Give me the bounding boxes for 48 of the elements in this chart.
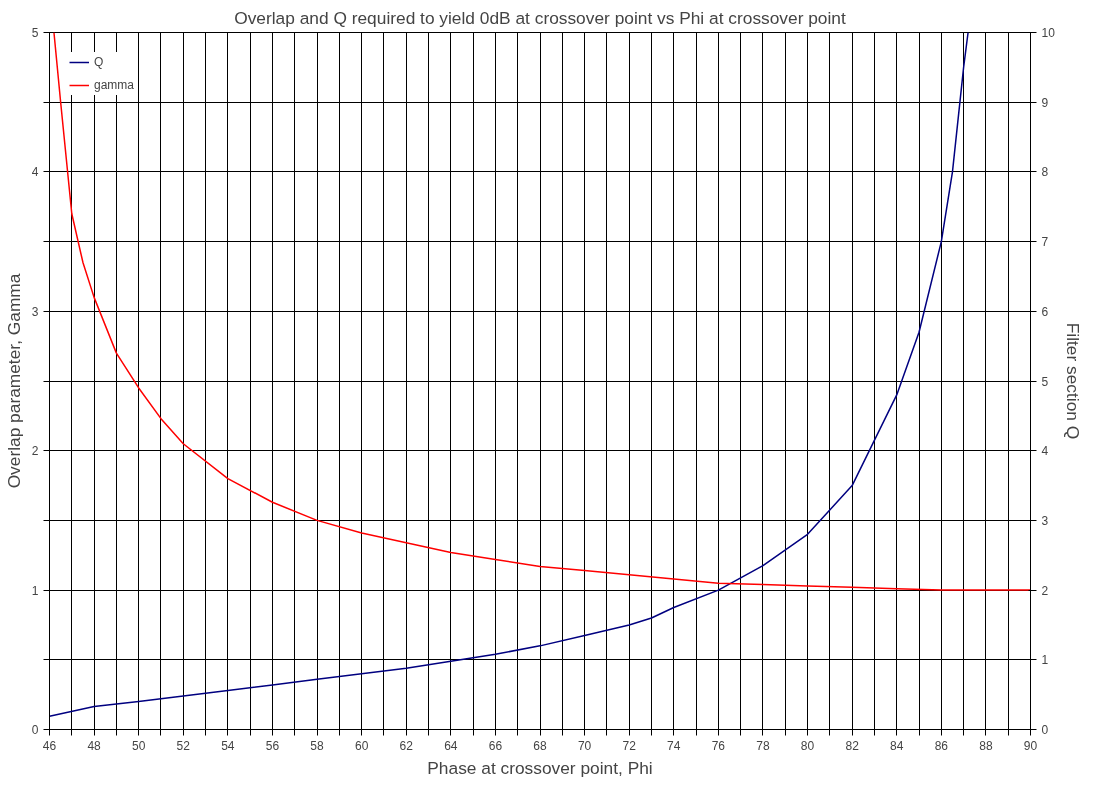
y2-tick-label: 9 <box>1041 95 1049 110</box>
y-tick-label: 3 <box>31 304 39 319</box>
x-tick-label: 72 <box>622 738 637 753</box>
y-tick-label: 4 <box>31 165 39 180</box>
x-tick-label: 74 <box>667 738 681 753</box>
x-tick-label: 56 <box>265 738 280 753</box>
y2-tick-label: 8 <box>1041 165 1049 180</box>
legend-label: gamma <box>94 78 135 92</box>
y2-tick-label: 7 <box>1041 235 1049 250</box>
legend-label: Q <box>94 55 105 69</box>
y2-tick-label: 0 <box>1041 723 1049 737</box>
y2-tick-label: 1 <box>1041 653 1049 668</box>
y2-tick-label: 3 <box>1041 513 1049 528</box>
y2-tick-label: 2 <box>1041 583 1049 598</box>
x-tick-label: 60 <box>354 738 369 753</box>
x-tick-label: 64 <box>444 738 458 753</box>
y-tick-label: 2 <box>31 444 39 459</box>
x-axis-title: Phase at crossover point, Phi <box>427 757 653 778</box>
y2-axis-title: Filter section Q <box>1062 322 1083 440</box>
x-tick-label: 80 <box>800 738 815 753</box>
y-tick-label: 0 <box>31 723 39 737</box>
x-tick-label: 50 <box>132 738 146 753</box>
x-tick-label: 58 <box>310 738 325 753</box>
y2-tick-label: 4 <box>1041 444 1049 459</box>
x-tick-label: 76 <box>711 738 726 753</box>
y2-tick-label: 10 <box>1041 26 1056 40</box>
x-tick-label: 84 <box>890 738 904 753</box>
x-tick-label: 90 <box>1023 738 1038 753</box>
x-tick-label: 82 <box>845 738 860 753</box>
x-tick-label: 46 <box>42 738 57 753</box>
x-tick-label: 88 <box>979 738 993 753</box>
line-series <box>49 32 969 718</box>
y-tick-label: 5 <box>31 26 39 40</box>
x-tick-label: 70 <box>577 738 592 753</box>
x-tick-label: 48 <box>87 738 102 753</box>
line-series <box>53 32 1031 591</box>
chart-title: Overlap and Q required to yield 0dB at crossover point vs Phi at crossover point <box>234 7 846 28</box>
x-tick-label: 54 <box>221 738 235 753</box>
y2-tick-label: 5 <box>1041 374 1049 389</box>
x-tick-label: 78 <box>756 738 770 753</box>
x-tick-label: 68 <box>533 738 547 753</box>
y2-tick-label: 6 <box>1041 304 1049 319</box>
x-tick-label: 62 <box>399 738 414 753</box>
x-tick-label: 86 <box>934 738 949 753</box>
y-axis-title: Overlap parameter, Gamma <box>3 273 24 489</box>
x-tick-label: 52 <box>176 738 191 753</box>
y-tick-label: 1 <box>31 583 39 598</box>
x-tick-label: 66 <box>488 738 503 753</box>
